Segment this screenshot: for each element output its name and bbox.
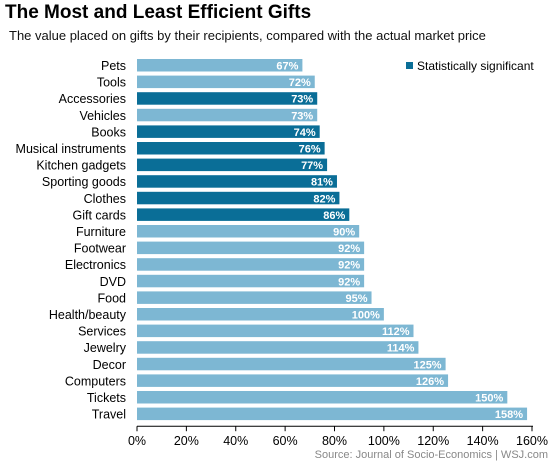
bar-value-label-7: 81% xyxy=(311,177,333,189)
bar-value-label-19: 126% xyxy=(416,376,444,388)
bar-3 xyxy=(137,108,318,122)
bar-0 xyxy=(137,59,303,72)
bar-value-label-12: 92% xyxy=(338,260,360,272)
bar-15 xyxy=(137,308,384,321)
x-tick-label-6: 120% xyxy=(417,434,449,448)
category-label-10: Furniture xyxy=(76,225,126,239)
x-tick-label-4: 80% xyxy=(322,434,347,448)
bar-13 xyxy=(137,274,365,288)
bar-8 xyxy=(137,191,340,205)
category-label-17: Jewelry xyxy=(84,341,127,355)
bar-value-label-13: 92% xyxy=(338,276,360,288)
legend: Statistically significant xyxy=(406,59,534,73)
category-label-9: Gift cards xyxy=(73,208,127,222)
bar-17 xyxy=(137,341,419,354)
x-tick-label-8: 160% xyxy=(516,434,548,448)
bar-18 xyxy=(137,357,446,371)
category-label-14: Food xyxy=(98,291,127,305)
bar-value-label-6: 77% xyxy=(301,160,323,172)
bar-value-label-20: 150% xyxy=(475,393,503,405)
x-axis: 0% 20% 40% 60% 80% 100% 120% 140% 160% xyxy=(128,425,548,448)
bar-11 xyxy=(137,241,365,255)
bar-21 xyxy=(137,407,528,421)
category-label-4: Books xyxy=(91,125,126,139)
category-label-6: Kitchen gadgets xyxy=(36,159,126,173)
bar-value-label-8: 82% xyxy=(313,193,335,205)
bar-2 xyxy=(137,92,318,105)
category-label-11: Footwear xyxy=(74,242,126,256)
x-tick-label-7: 140% xyxy=(467,434,499,448)
category-label-8: Clothes xyxy=(84,192,126,206)
category-label-21: Travel xyxy=(92,408,126,422)
bar-12 xyxy=(137,258,365,271)
bar-value-label-11: 92% xyxy=(338,243,360,255)
category-label-13: DVD xyxy=(100,275,126,289)
bar-value-label-2: 73% xyxy=(291,94,313,106)
bar-9 xyxy=(137,208,350,221)
bar-14 xyxy=(137,291,372,304)
bar-value-label-17: 114% xyxy=(387,343,415,355)
bar-6 xyxy=(137,158,328,172)
bar-7 xyxy=(137,175,337,188)
x-tick-label-0: 0% xyxy=(128,434,146,448)
category-label-0: Pets xyxy=(101,59,126,73)
category-label-3: Vehicles xyxy=(79,109,126,123)
legend-label-significant: Statistically significant xyxy=(417,59,534,73)
bar-value-label-9: 86% xyxy=(323,210,345,222)
bar-value-label-21: 158% xyxy=(495,409,523,421)
bars-group: 67% 72% 73% 73% 74% 76% 77% 81% 82% 86% 90% 92% 92% 9… xyxy=(137,59,528,421)
bar-value-label-5: 76% xyxy=(299,144,321,156)
source-note: Source: Journal of Socio-Economics | WSJ… xyxy=(314,449,548,461)
bar-5 xyxy=(137,142,325,155)
bar-value-label-16: 112% xyxy=(382,326,410,338)
bar-value-label-14: 95% xyxy=(346,293,368,305)
category-label-15: Health/beauty xyxy=(49,308,127,322)
x-tick-label-2: 40% xyxy=(223,434,248,448)
bar-20 xyxy=(137,391,508,404)
category-label-1: Tools xyxy=(97,76,126,90)
bar-1 xyxy=(137,75,315,89)
category-label-16: Services xyxy=(78,325,126,339)
bar-16 xyxy=(137,324,414,338)
bar-4 xyxy=(137,125,320,138)
category-label-2: Accessories xyxy=(59,92,126,106)
x-tick-label-1: 20% xyxy=(174,434,199,448)
chart-subtitle: The value placed on gifts by their recip… xyxy=(9,28,486,43)
category-label-5: Musical instruments xyxy=(16,142,126,156)
bar-value-label-18: 125% xyxy=(413,359,441,371)
category-label-7: Sporting goods xyxy=(42,175,126,189)
category-label-20: Tickets xyxy=(87,391,126,405)
bar-value-label-15: 100% xyxy=(352,310,380,322)
legend-swatch-significant xyxy=(406,62,413,69)
category-label-12: Electronics xyxy=(65,258,126,272)
bar-10 xyxy=(137,225,360,238)
bar-19 xyxy=(137,374,449,387)
bar-value-label-3: 73% xyxy=(291,110,313,122)
category-label-18: Decor xyxy=(93,358,126,372)
x-tick-label-5: 100% xyxy=(368,434,400,448)
chart-title: The Most and Least Efficient Gifts xyxy=(5,2,312,23)
bar-value-label-10: 90% xyxy=(333,227,355,239)
category-label-19: Computers xyxy=(65,374,126,388)
bar-value-label-0: 67% xyxy=(276,61,298,73)
category-labels: Pets Tools Accessories Vehicles Books Musical… xyxy=(16,59,127,422)
x-tick-label-3: 60% xyxy=(273,434,298,448)
bar-value-label-1: 72% xyxy=(289,77,311,89)
bar-value-label-4: 74% xyxy=(294,127,316,139)
